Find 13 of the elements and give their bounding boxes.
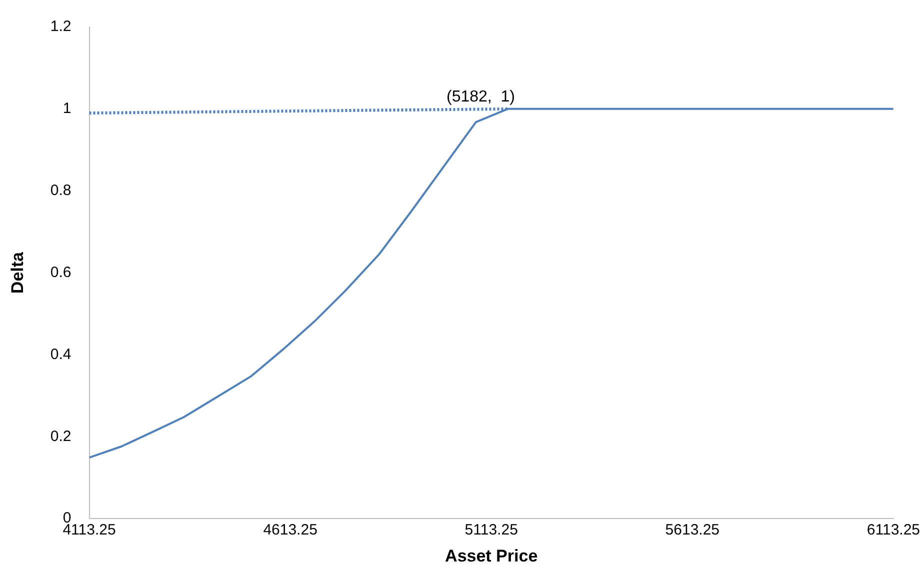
y-tick-label: 0.6 <box>50 264 72 281</box>
x-tick-label: 4613.25 <box>263 522 318 539</box>
x-tick-label: 5113.25 <box>464 522 518 539</box>
y-tick-label: 1.2 <box>50 18 72 36</box>
x-tick-label: 6113.25 <box>866 522 920 539</box>
x-axis-title: Asset Price <box>445 546 538 566</box>
y-axis-title: Delta <box>8 251 27 294</box>
y-tick-label: 0.8 <box>50 182 72 200</box>
x-tick-label: 5613.25 <box>665 522 720 539</box>
y-tick-label: 0.4 <box>50 346 72 363</box>
y-tick-label: 1 <box>62 100 72 118</box>
y-tick-label: 0.2 <box>50 428 72 445</box>
annotation: (5182, 1) <box>446 88 515 106</box>
